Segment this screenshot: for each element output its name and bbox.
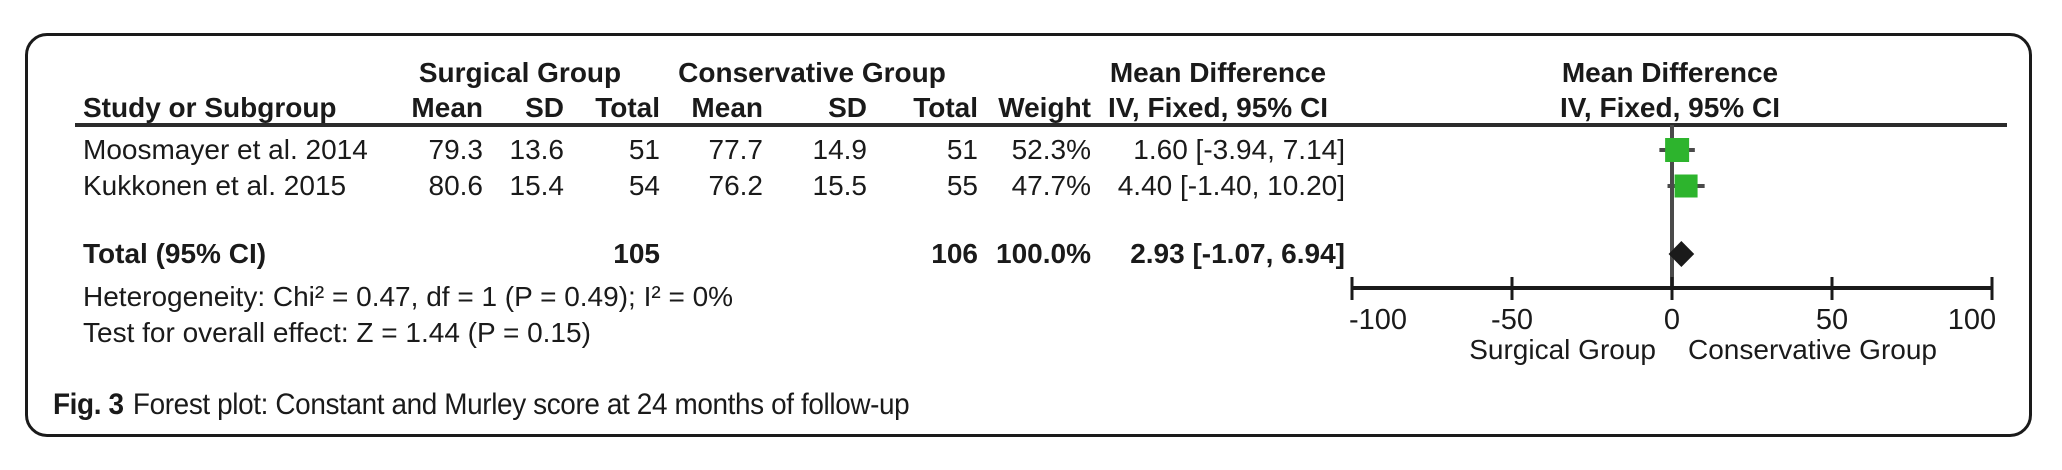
col-header-sd-1: SD bbox=[525, 92, 564, 123]
table-row-mean-2: 76.2 bbox=[708, 170, 764, 201]
col-header-total-2: Total bbox=[913, 92, 978, 123]
group-header-surgical: Surgical Group bbox=[418, 57, 622, 88]
table-row-mean-1: 79.3 bbox=[428, 134, 484, 165]
group-header-mean-difference-plot: Mean Difference bbox=[1561, 57, 1779, 88]
col-header-mean-2: Mean bbox=[691, 92, 763, 123]
total-row-total-1: 105 bbox=[613, 238, 660, 269]
table-row-total-1: 54 bbox=[628, 170, 660, 201]
x-axis-tick-label: 0 bbox=[1664, 304, 1680, 336]
overall-effect-text: Test for overall effect: Z = 1.44 (P = 0… bbox=[83, 317, 591, 348]
table-header-rule bbox=[75, 123, 2007, 127]
favours-right-label: Conservative Group bbox=[1688, 334, 1937, 365]
pooled-diamond bbox=[1668, 241, 1695, 267]
figure-caption-text: Forest plot: Constant and Murley score a… bbox=[132, 388, 910, 421]
favours-left-label: Surgical Group bbox=[1469, 334, 1656, 365]
col-header-ci-text: IV, Fixed, 95% CI bbox=[1108, 92, 1328, 123]
x-axis-tick-label: 50 bbox=[1816, 304, 1848, 336]
table-row-sd-2: 15.5 bbox=[812, 170, 868, 201]
col-header-mean-1: Mean bbox=[411, 92, 483, 123]
total-row-total-2: 106 bbox=[931, 238, 978, 269]
table-row-total-2: 55 bbox=[946, 170, 978, 201]
table-row-mean-1: 80.6 bbox=[428, 170, 484, 201]
table-row-sd-1: 13.6 bbox=[509, 134, 565, 165]
x-axis-tick-label: 100 bbox=[1948, 304, 1996, 336]
col-header-study: Study or Subgroup bbox=[83, 92, 337, 123]
col-header-ci-plot: IV, Fixed, 95% CI bbox=[1560, 92, 1780, 123]
total-row-ci: 2.93 [-1.07, 6.94] bbox=[1130, 238, 1345, 269]
total-row-weight: 100.0% bbox=[996, 238, 1091, 269]
table-row-mean-2: 77.7 bbox=[708, 134, 764, 165]
table-row-total-2: 51 bbox=[946, 134, 978, 165]
figure-caption: Fig. 3 Forest plot: Constant and Murley s… bbox=[53, 387, 910, 423]
table-row-weight: 47.7% bbox=[1011, 170, 1091, 201]
table-row-total-1: 51 bbox=[628, 134, 660, 165]
col-header-total-1: Total bbox=[595, 92, 660, 123]
heterogeneity-text: Heterogeneity: Chi² = 0.47, df = 1 (P = … bbox=[83, 281, 734, 312]
group-header-mean-difference-text: Mean Difference bbox=[1109, 57, 1327, 88]
table-row-sd-1: 15.4 bbox=[509, 170, 565, 201]
table-row-ci: 1.60 [-3.94, 7.14] bbox=[1133, 134, 1345, 165]
figure-caption-label: Fig. 3 bbox=[53, 388, 124, 421]
x-axis-tick-label: -50 bbox=[1491, 304, 1533, 336]
table-row-study: Moosmayer et al. 2014 bbox=[83, 134, 368, 165]
effect-square bbox=[1665, 138, 1690, 162]
figure-border-box bbox=[25, 33, 2032, 437]
col-header-weight: Weight bbox=[998, 92, 1091, 123]
x-axis-tick-label: -100 bbox=[1349, 304, 1407, 336]
col-header-sd-2: SD bbox=[828, 92, 867, 123]
table-row-study: Kukkonen et al. 2015 bbox=[83, 170, 347, 201]
table-row-sd-2: 14.9 bbox=[812, 134, 868, 165]
total-row-label: Total (95% CI) bbox=[83, 238, 267, 269]
forest-plot-svg: -100 -50 0 50 100 Surgical Group Conservative … bbox=[1349, 125, 1996, 365]
table-row-weight: 52.3% bbox=[1011, 134, 1091, 165]
table-row-ci: 4.40 [-1.40, 10.20] bbox=[1117, 170, 1345, 201]
group-header-conservative: Conservative Group bbox=[678, 57, 946, 88]
effect-square bbox=[1674, 174, 1698, 198]
